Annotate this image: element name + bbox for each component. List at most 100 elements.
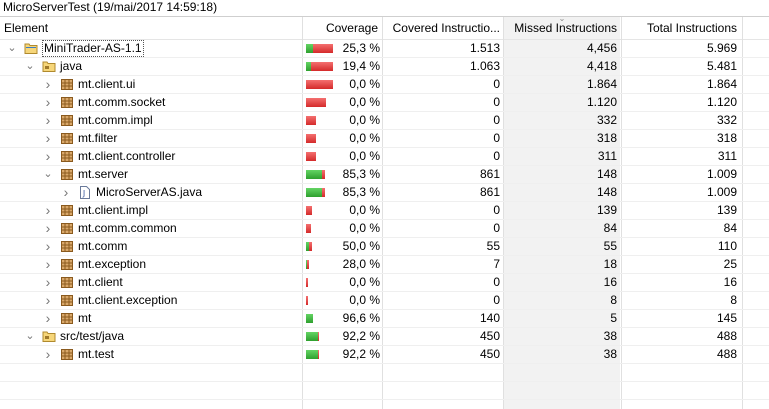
missed-instructions-value: 38 [603,329,617,343]
element-name: MiniTrader-AS-1.1 [42,40,144,57]
column-divider[interactable] [302,17,303,409]
collapsed-twisty-icon[interactable]: › [45,220,51,236]
collapsed-twisty-icon[interactable]: › [45,112,51,128]
coverage-bar [306,134,316,143]
collapsed-twisty-icon[interactable]: › [45,292,51,308]
covered-instructions-value: 0 [493,77,500,91]
collapsed-twisty-icon[interactable]: › [45,202,51,218]
coverage-value: 0,0 % [349,77,380,91]
total-instructions-value: 488 [716,329,737,343]
coverage-tree: ⌄ MiniTrader-AS-1.1 25,3 % 1.513 4,456 5.969 ⌄… [0,40,769,409]
java-file-icon: J [78,186,92,199]
total-instructions-value: 1.864 [706,77,737,91]
collapsed-twisty-icon[interactable]: › [45,274,51,290]
coverage-value: 85,3 % [342,167,380,181]
coverage-value: 19,4 % [342,59,380,73]
tree-row[interactable]: › mt.client 0,0 % 0 16 16 [0,274,769,292]
expanded-twisty-icon[interactable]: ⌄ [25,330,35,342]
missed-instructions-value: 5 [610,311,617,325]
collapsed-twisty-icon[interactable]: › [45,148,51,164]
total-instructions-value: 1.009 [706,167,737,181]
coverage-bar [306,332,319,341]
total-instructions-value: 311 [717,149,737,163]
missed-instructions-value: 18 [603,257,617,271]
coverage-bar [306,152,316,161]
column-header-total-instructions[interactable]: Total Instructions [646,21,737,35]
package-icon [60,132,74,145]
sorted-column-background [504,40,620,409]
coverage-value: 92,2 % [342,347,380,361]
expanded-twisty-icon[interactable]: ⌄ [25,60,35,72]
collapsed-twisty-icon[interactable]: › [45,310,51,326]
column-header-element[interactable]: Element [4,21,49,35]
tree-row[interactable]: › mt.comm.impl 0,0 % 0 332 332 [0,112,769,130]
coverage-bar [306,242,312,251]
missed-segment [318,332,319,341]
tree-row[interactable]: › mt.comm.socket 0,0 % 0 1.120 1.120 [0,94,769,112]
coverage-value: 0,0 % [349,275,380,289]
package-icon [60,240,74,253]
sort-descending-icon: ⌄ [558,17,566,23]
missed-instructions-value: 16 [603,275,617,289]
total-instructions-value: 139 [716,203,737,217]
package-icon [60,96,74,109]
missed-segment [306,206,312,215]
missed-instructions-value: 1.864 [586,77,617,91]
element-name: mt.filter [78,131,118,145]
column-divider[interactable] [742,17,743,409]
package-icon [60,276,74,289]
column-divider[interactable] [621,17,622,409]
covered-instructions-value: 0 [493,275,500,289]
total-instructions-value: 488 [716,347,737,361]
tree-row[interactable]: › mt 96,6 % 140 5 145 [0,310,769,328]
tree-row[interactable]: › mt.exception 28,0 % 7 18 25 [0,256,769,274]
tree-row[interactable]: ⌄ java 19,4 % 1.063 4,418 5.481 [0,58,769,76]
total-instructions-value: 145 [716,311,737,325]
tree-row[interactable]: ⌄ mt.server 85,3 % 861 148 1.009 [0,166,769,184]
expanded-twisty-icon[interactable]: ⌄ [43,168,53,180]
collapsed-twisty-icon[interactable]: › [45,76,51,92]
covered-instructions-value: 0 [493,131,500,145]
covered-instructions-value: 0 [493,293,500,307]
collapsed-twisty-icon[interactable]: › [45,238,51,254]
tree-row[interactable]: › J MicroServerAS.java 85,3 % 861 148 1.009 [0,184,769,202]
collapsed-twisty-icon[interactable]: › [45,130,51,146]
coverage-value: 96,6 % [342,311,380,325]
covered-instructions-value: 1.063 [469,59,500,73]
tree-row[interactable]: › mt.test 92,2 % 450 38 488 [0,346,769,364]
missed-segment [307,260,309,269]
column-divider[interactable] [382,17,383,409]
total-instructions-value: 25 [723,257,737,271]
tree-row[interactable]: ⌄ src/test/java 92,2 % 450 38 488 [0,328,769,346]
source-folder-icon [42,330,56,343]
collapsed-twisty-icon[interactable]: › [63,184,69,200]
coverage-value: 85,3 % [342,185,380,199]
missed-segment [306,224,311,233]
covered-instructions-value: 0 [493,149,500,163]
total-instructions-value: 5.481 [706,59,737,73]
collapsed-twisty-icon[interactable]: › [45,256,51,272]
column-divider[interactable] [503,17,504,409]
source-folder-icon [42,60,56,73]
column-header-coverage[interactable]: Coverage [325,21,378,35]
column-header-missed-instructions[interactable]: ⌄ Missed Instructions [504,17,620,39]
covered-segment [306,170,322,179]
missed-segment [313,44,333,53]
collapsed-twisty-icon[interactable]: › [45,94,51,110]
element-name: mt.exception [78,257,147,271]
tree-row[interactable]: › mt.comm.common 0,0 % 0 84 84 [0,220,769,238]
tree-row[interactable]: › mt.filter 0,0 % 0 318 318 [0,130,769,148]
tree-row[interactable]: › mt.client.ui 0,0 % 0 1.864 1.864 [0,76,769,94]
column-header-covered-instructions[interactable]: Covered Instructio... [392,21,500,35]
missed-segment [306,134,316,143]
collapsed-twisty-icon[interactable]: › [45,346,51,362]
covered-instructions-value: 55 [486,239,500,253]
svg-text:J: J [82,189,85,198]
expanded-twisty-icon[interactable]: ⌄ [7,42,17,54]
tree-row[interactable]: › mt.client.controller 0,0 % 0 311 311 [0,148,769,166]
package-icon [60,114,74,127]
tree-row[interactable]: › mt.client.exception 0,0 % 0 8 8 [0,292,769,310]
tree-row[interactable]: ⌄ MiniTrader-AS-1.1 25,3 % 1.513 4,456 5.969 [0,40,769,58]
tree-row[interactable]: › mt.comm 50,0 % 55 55 110 [0,238,769,256]
tree-row[interactable]: › mt.client.impl 0,0 % 0 139 139 [0,202,769,220]
